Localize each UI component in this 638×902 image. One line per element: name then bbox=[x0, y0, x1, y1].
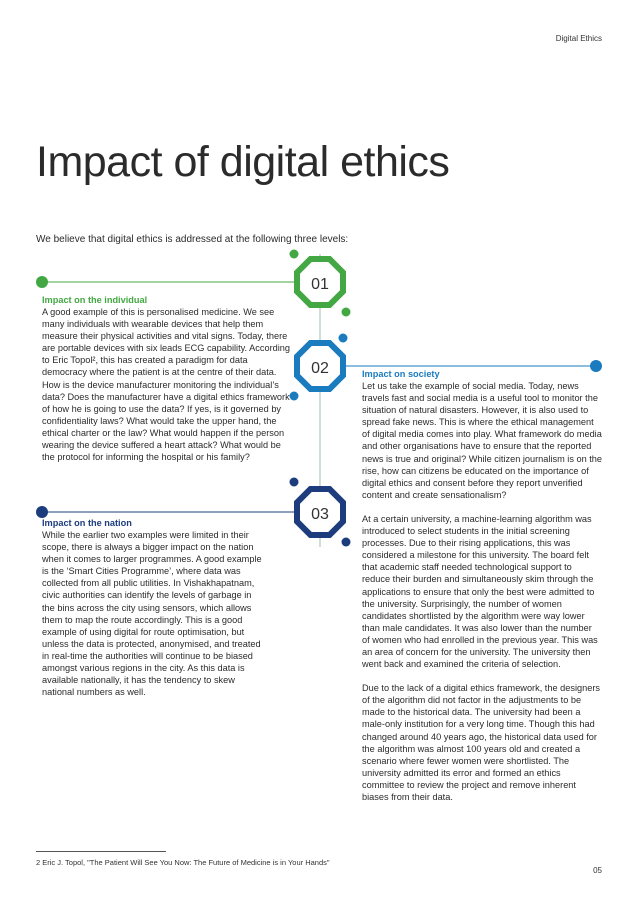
footnote-divider bbox=[36, 851, 166, 852]
octagon-02 bbox=[294, 340, 346, 392]
page-number: 05 bbox=[593, 866, 602, 875]
node-dot-nation-bottom bbox=[341, 537, 351, 547]
node-dot-individual-top bbox=[289, 249, 299, 259]
level-text-society-3: Due to the lack of a digital ethics fram… bbox=[362, 683, 600, 802]
node-dot-society-bottom bbox=[289, 391, 299, 401]
level-text-individual: A good example of this is personalised m… bbox=[42, 307, 291, 463]
level-heading-nation: Impact on the nation bbox=[42, 518, 132, 528]
page-title: Impact of digital ethics bbox=[36, 138, 450, 186]
connector-dot-society bbox=[590, 360, 602, 372]
node-dot-society-top bbox=[338, 333, 348, 343]
level-heading-individual: Impact on the individual bbox=[42, 295, 148, 305]
connector-dot-individual bbox=[36, 276, 48, 288]
level-society: Impact on society Let us take the exampl… bbox=[362, 368, 602, 803]
level-nation: Impact on the nation While the earlier t… bbox=[42, 517, 264, 698]
octagon-03 bbox=[294, 486, 346, 538]
octagon-label-02: 02 bbox=[311, 360, 329, 377]
level-individual: Impact on the individual A good example … bbox=[42, 294, 294, 463]
connector-dot-nation bbox=[36, 506, 48, 518]
intro-text: We believe that digital ethics is addres… bbox=[36, 234, 349, 245]
level-heading-society: Impact on society bbox=[362, 369, 440, 379]
octagon-01 bbox=[294, 256, 346, 308]
node-dot-individual-bottom bbox=[341, 307, 351, 317]
footnote: 2 Eric J. Topol, "The Patient Will See Y… bbox=[36, 858, 330, 867]
level-text-society-1: Let us take the example of social media.… bbox=[362, 381, 603, 500]
section-header: Digital Ethics bbox=[555, 34, 602, 43]
node-dot-nation-top bbox=[289, 477, 299, 487]
level-text-nation: While the earlier two examples were limi… bbox=[42, 530, 262, 698]
octagon-label-01: 01 bbox=[311, 276, 329, 293]
octagon-label-03: 03 bbox=[311, 506, 329, 523]
level-text-society-2: At a certain university, a machine-learn… bbox=[362, 513, 598, 670]
